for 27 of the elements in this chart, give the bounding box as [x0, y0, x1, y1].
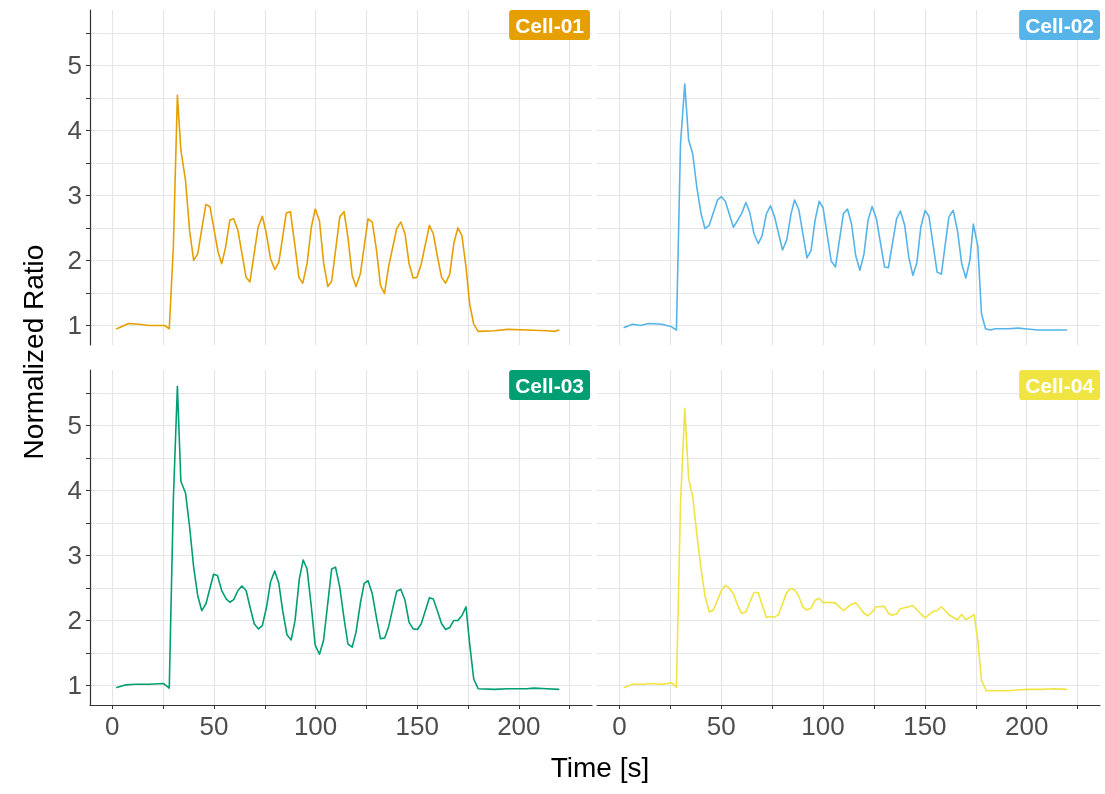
x-tick-label: 0 [612, 711, 627, 741]
chart-title: Cell-02 [1025, 14, 1095, 37]
x-tick-label: 100 [293, 711, 338, 741]
y-tick-label: 3 [67, 180, 82, 211]
x-tick-label: 150 [903, 711, 947, 741]
y-tick-label: 4 [67, 475, 82, 506]
chart-title: Cell-04 [1025, 374, 1095, 397]
x-tick-label: 0 [105, 711, 120, 741]
y-tick-label: 1 [67, 310, 82, 341]
y-tick-label: 5 [67, 50, 82, 81]
x-tick-label: 50 [706, 711, 736, 741]
y-tick-label: 1 [67, 670, 82, 701]
x-tick-label: 200 [1004, 711, 1049, 741]
y-tick-label: 2 [67, 245, 82, 276]
y-tick-label: 3 [67, 540, 82, 571]
chart-title: Cell-03 [515, 374, 585, 397]
x-axis-title: Time [s] [549, 752, 651, 784]
x-tick-label: 200 [497, 711, 541, 741]
y-tick-label: 5 [67, 410, 82, 441]
y-tick-label: 2 [67, 605, 82, 636]
y-axis-title: Normalized Ratio [18, 244, 50, 460]
chart-title: Cell-01 [515, 14, 585, 37]
x-tick-label: 150 [395, 711, 439, 741]
x-tick-label: 50 [199, 711, 229, 741]
x-tick-label: 100 [801, 711, 845, 741]
line-series [116, 94, 560, 333]
y-tick-label: 4 [67, 115, 82, 146]
